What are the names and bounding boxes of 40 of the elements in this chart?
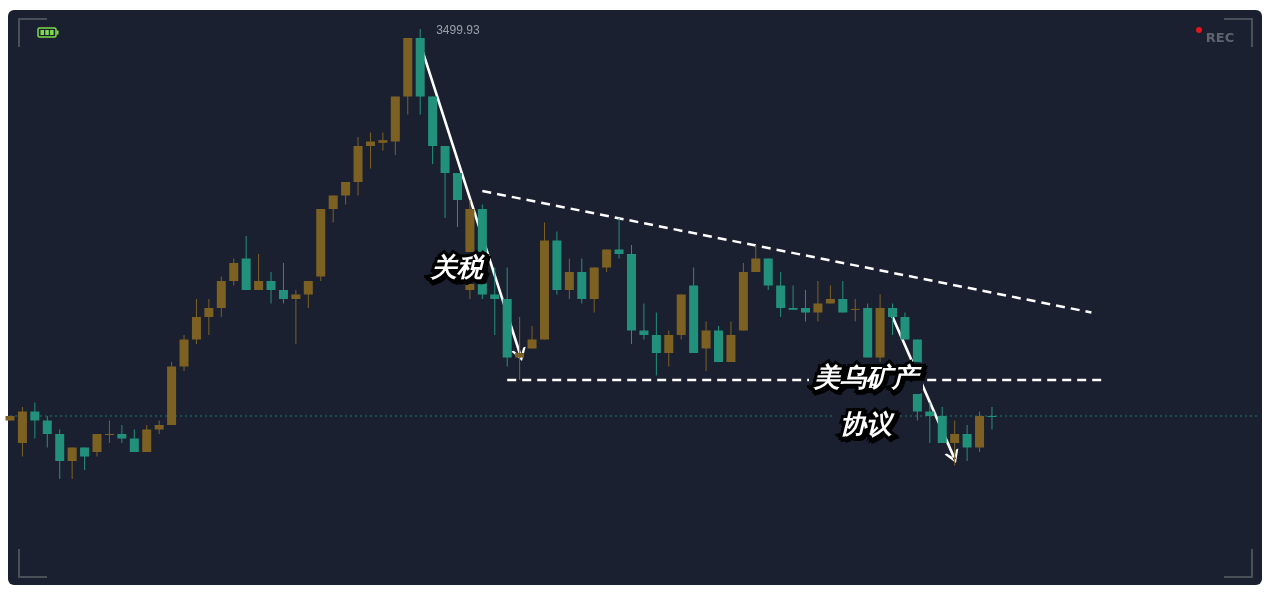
candlestick [788, 285, 798, 311]
candlestick [813, 280, 823, 322]
annotation: 3499.93 [436, 23, 480, 38]
candlestick [378, 132, 388, 151]
candlestick [564, 258, 574, 300]
annotation: 美乌矿产 [813, 361, 922, 392]
annotation: 关税 [430, 251, 486, 282]
candlestick [664, 330, 674, 367]
candlestick [328, 195, 338, 223]
candlestick [751, 244, 761, 273]
candlestick [191, 298, 201, 345]
candlestick [987, 406, 997, 430]
candlestick [962, 424, 972, 462]
candlestick [229, 258, 239, 286]
candlestick [266, 271, 276, 304]
candlestick [776, 271, 786, 318]
candlestick [67, 447, 77, 480]
candlestick [701, 321, 711, 372]
candlestick [278, 262, 288, 304]
candlestick [30, 402, 40, 439]
candlestick [303, 280, 313, 309]
candlestick [900, 312, 910, 340]
annotation: REC [1205, 29, 1235, 45]
candlestick [950, 420, 960, 466]
candlestick [801, 289, 811, 322]
candlestick [341, 181, 351, 205]
candlestick [838, 280, 848, 313]
candlestick [142, 424, 152, 453]
candlestick [104, 420, 114, 444]
candlestick [117, 424, 127, 444]
candlestick [515, 316, 525, 381]
candlestick [850, 298, 860, 322]
candlestick [527, 325, 537, 349]
annotation: 协议 [840, 408, 895, 439]
candlestick [651, 312, 661, 376]
candlestick [888, 303, 898, 336]
candlestick [254, 253, 264, 291]
candlestick [92, 433, 102, 457]
candlestick [204, 298, 214, 336]
candlestick [42, 415, 52, 448]
